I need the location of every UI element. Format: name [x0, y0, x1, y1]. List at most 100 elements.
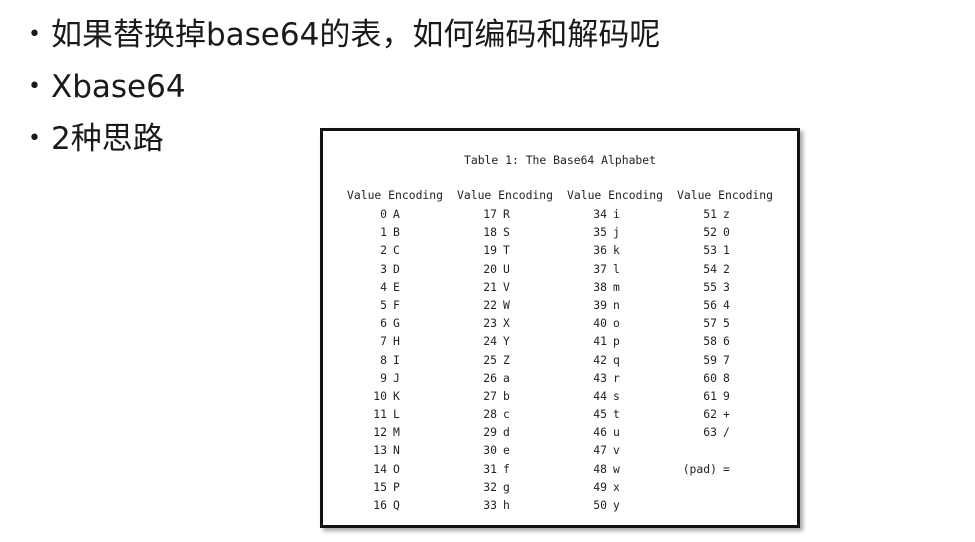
- bullet-item: • 如果替换掉base64的表，如何编码和解码呢: [28, 10, 660, 60]
- encoding-cell: i: [613, 207, 620, 221]
- value-cell: 21: [483, 279, 497, 294]
- table-row: 20 U: [457, 262, 557, 280]
- table-row: 15 P: [347, 480, 447, 498]
- value-cell: 3: [380, 261, 387, 276]
- column-header: Value Encoding: [677, 188, 774, 202]
- table-row: 24 Y: [457, 334, 557, 352]
- value-cell: 62: [703, 407, 717, 422]
- table-row: 34 i: [567, 207, 667, 225]
- encoding-cell: B: [393, 225, 400, 240]
- encoding-cell: d: [503, 425, 510, 440]
- encoding-cell: P: [393, 479, 400, 494]
- table-column: Value Encoding 51 z 52 0 53 1 54 2 55 3 56 4 57 5 58 6 59…: [677, 188, 777, 480]
- table-row: 52 0: [677, 225, 777, 243]
- value-cell: 28: [483, 407, 497, 422]
- value-cell: 18: [483, 225, 497, 240]
- table-row: 54 2: [677, 262, 777, 280]
- value-cell: 52: [703, 225, 717, 240]
- encoding-cell: J: [393, 370, 400, 385]
- table-row: 33 h: [457, 498, 557, 516]
- value-cell: 56: [703, 297, 717, 312]
- bullet-dot: •: [28, 74, 41, 99]
- value-cell: 37: [593, 261, 607, 276]
- encoding-cell: 4: [723, 297, 730, 312]
- value-cell: 59: [703, 352, 717, 367]
- encoding-cell: T: [503, 243, 510, 258]
- value-cell: 12: [373, 425, 387, 440]
- value-cell: 57: [703, 316, 717, 331]
- value-cell: 48: [593, 461, 607, 476]
- encoding-cell: e: [503, 443, 510, 458]
- table-row: 50 y: [567, 498, 667, 516]
- table-row: 17 R: [457, 207, 557, 225]
- table-row: 49 x: [567, 480, 667, 498]
- encoding-cell: F: [393, 297, 400, 312]
- value-cell: 33: [483, 498, 497, 512]
- table-row: 35 j: [567, 225, 667, 243]
- bullet-list: • 如果替换掉base64的表，如何编码和解码呢 • Xbase64 • 2种思…: [28, 10, 660, 166]
- value-cell: 11: [373, 407, 387, 422]
- encoding-cell: C: [393, 243, 400, 258]
- value-cell: 7: [380, 334, 387, 349]
- value-cell: 36: [593, 243, 607, 258]
- table-row: 45 t: [567, 407, 667, 425]
- table-row: 53 1: [677, 243, 777, 261]
- table-row: 61 9: [677, 389, 777, 407]
- encoding-cell: /: [723, 425, 730, 440]
- value-cell: 13: [373, 443, 387, 458]
- encoding-cell: H: [393, 334, 400, 349]
- value-cell: 20: [483, 261, 497, 276]
- table-title: Table 1: The Base64 Alphabet: [463, 153, 657, 167]
- table-row: 32 g: [457, 480, 557, 498]
- encoding-cell: 2: [723, 261, 730, 276]
- encoding-cell: D: [393, 261, 400, 276]
- encoding-cell: E: [393, 279, 400, 294]
- value-cell: 25: [483, 352, 497, 367]
- value-cell: 1: [380, 225, 387, 240]
- value-cell: 44: [593, 388, 607, 403]
- encoding-cell: w: [613, 461, 620, 476]
- table-row: 57 5: [677, 316, 777, 334]
- encoding-cell: p: [613, 334, 620, 349]
- table-row: 25 Z: [457, 353, 557, 371]
- encoding-cell: A: [393, 207, 400, 221]
- value-cell: 45: [593, 407, 607, 422]
- value-cell: 43: [593, 370, 607, 385]
- value-cell: 34: [593, 207, 607, 221]
- table-row: 56 4: [677, 298, 777, 316]
- value-cell: 29: [483, 425, 497, 440]
- encoding-cell: a: [503, 370, 510, 385]
- encoding-cell: x: [613, 479, 620, 494]
- encoding-cell: Y: [503, 334, 510, 349]
- encoding-cell: I: [393, 352, 400, 367]
- table-row: 40 o: [567, 316, 667, 334]
- encoding-cell: h: [503, 498, 510, 512]
- value-cell: 9: [380, 370, 387, 385]
- encoding-cell: n: [613, 297, 620, 312]
- table-row: 12 M: [347, 425, 447, 443]
- encoding-cell: c: [503, 407, 510, 422]
- value-cell: 53: [703, 243, 717, 258]
- table-row: 55 3: [677, 280, 777, 298]
- table-row: 22 W: [457, 298, 557, 316]
- pad-row: (pad) =: [677, 462, 777, 480]
- encoding-cell: R: [503, 207, 510, 221]
- encoding-cell: u: [613, 425, 620, 440]
- bullet-item: • Xbase64: [28, 62, 660, 112]
- encoding-cell: r: [613, 370, 620, 385]
- encoding-cell: L: [393, 407, 400, 422]
- encoding-cell: s: [613, 388, 620, 403]
- table-row: 59 7: [677, 353, 777, 371]
- encoding-cell: f: [503, 461, 510, 476]
- table-row: 31 f: [457, 462, 557, 480]
- value-cell: 17: [483, 207, 497, 221]
- encoding-cell: g: [503, 479, 510, 494]
- table-row: 30 e: [457, 443, 557, 461]
- table-row: 51 z: [677, 207, 777, 225]
- table-row: 43 r: [567, 371, 667, 389]
- value-cell: 42: [593, 352, 607, 367]
